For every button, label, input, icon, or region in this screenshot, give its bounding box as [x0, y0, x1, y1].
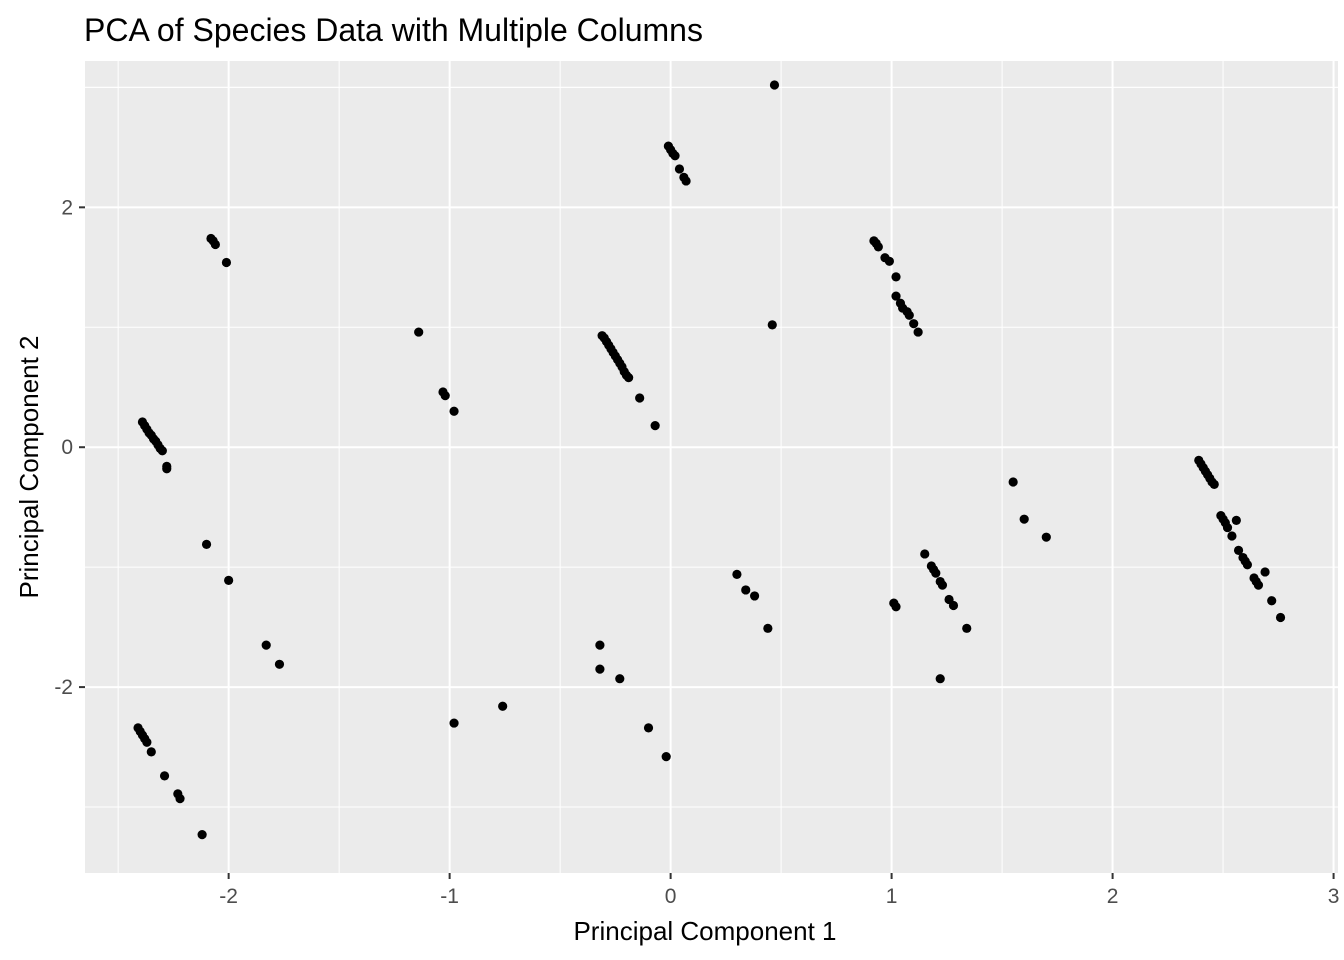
- data-point: [635, 393, 645, 403]
- data-point: [767, 320, 777, 330]
- data-point: [162, 464, 172, 474]
- data-point: [962, 623, 972, 633]
- data-point: [1227, 531, 1237, 541]
- y-tick-label: 0: [61, 436, 73, 459]
- x-axis-title: Principal Component 1: [573, 916, 836, 946]
- data-point: [741, 585, 751, 595]
- data-point: [1209, 479, 1219, 489]
- data-point: [595, 664, 605, 674]
- chart-title: PCA of Species Data with Multiple Column…: [84, 12, 703, 48]
- data-point: [449, 406, 459, 416]
- data-point: [224, 575, 234, 585]
- data-point: [1275, 612, 1286, 623]
- data-point: [763, 623, 773, 633]
- data-point: [498, 701, 508, 711]
- x-tick-label: 0: [665, 885, 677, 908]
- data-point: [595, 640, 605, 650]
- data-point: [674, 164, 685, 174]
- plot-panel: [85, 61, 1338, 873]
- data-point: [661, 752, 671, 762]
- data-point: [873, 242, 883, 252]
- y-axis-title: Principal Component 2: [14, 335, 44, 598]
- data-point: [948, 600, 959, 611]
- data-point: [891, 602, 901, 612]
- x-tick-label: 1: [886, 885, 898, 908]
- data-point: [909, 319, 919, 329]
- data-point: [1222, 522, 1233, 533]
- data-point: [732, 569, 742, 579]
- data-point: [1253, 580, 1264, 590]
- data-point: [681, 176, 691, 186]
- y-tick-label: -2: [54, 676, 73, 699]
- data-point: [274, 659, 285, 669]
- x-tick-label: 2: [1107, 885, 1119, 908]
- data-point: [1041, 532, 1051, 542]
- data-point: [1233, 545, 1244, 555]
- data-point: [1260, 567, 1270, 577]
- x-axis: -2 -1 0 1 2 3: [219, 873, 1339, 908]
- data-point: [670, 151, 680, 161]
- data-point: [157, 446, 167, 456]
- data-point: [650, 421, 660, 431]
- data-point: [201, 539, 212, 549]
- data-point: [749, 591, 760, 601]
- data-point: [624, 373, 634, 383]
- x-tick-label: -1: [440, 885, 459, 908]
- data-point: [261, 640, 271, 650]
- data-point: [935, 674, 945, 684]
- y-axis: -2 0 2: [54, 196, 85, 699]
- data-point: [937, 580, 948, 590]
- data-point: [891, 272, 901, 282]
- data-point: [159, 771, 170, 781]
- data-point: [197, 830, 207, 840]
- data-point: [146, 747, 156, 757]
- data-point: [891, 291, 901, 301]
- x-tick-label: 3: [1328, 885, 1340, 908]
- data-point: [414, 327, 424, 337]
- data-point: [221, 257, 232, 268]
- data-point: [449, 718, 459, 728]
- data-point: [210, 239, 220, 250]
- data-point: [1242, 560, 1252, 570]
- data-point: [1019, 514, 1029, 524]
- data-point: [904, 310, 914, 320]
- data-point: [643, 723, 654, 733]
- data-point: [884, 256, 894, 266]
- data-point: [440, 391, 450, 401]
- data-point: [615, 674, 625, 684]
- major-gridlines: [85, 61, 1338, 873]
- data-point: [1231, 515, 1241, 525]
- data-point: [931, 568, 941, 578]
- data-point: [1267, 596, 1277, 606]
- data-point: [913, 327, 923, 337]
- data-point: [1008, 477, 1018, 487]
- data-points: [133, 80, 1286, 840]
- data-point: [769, 80, 780, 90]
- x-tick-label: -2: [219, 885, 238, 908]
- y-tick-label: 2: [61, 196, 73, 219]
- minor-gridlines: [85, 61, 1338, 873]
- data-point: [142, 737, 152, 747]
- data-point: [175, 794, 185, 804]
- data-point: [920, 549, 930, 559]
